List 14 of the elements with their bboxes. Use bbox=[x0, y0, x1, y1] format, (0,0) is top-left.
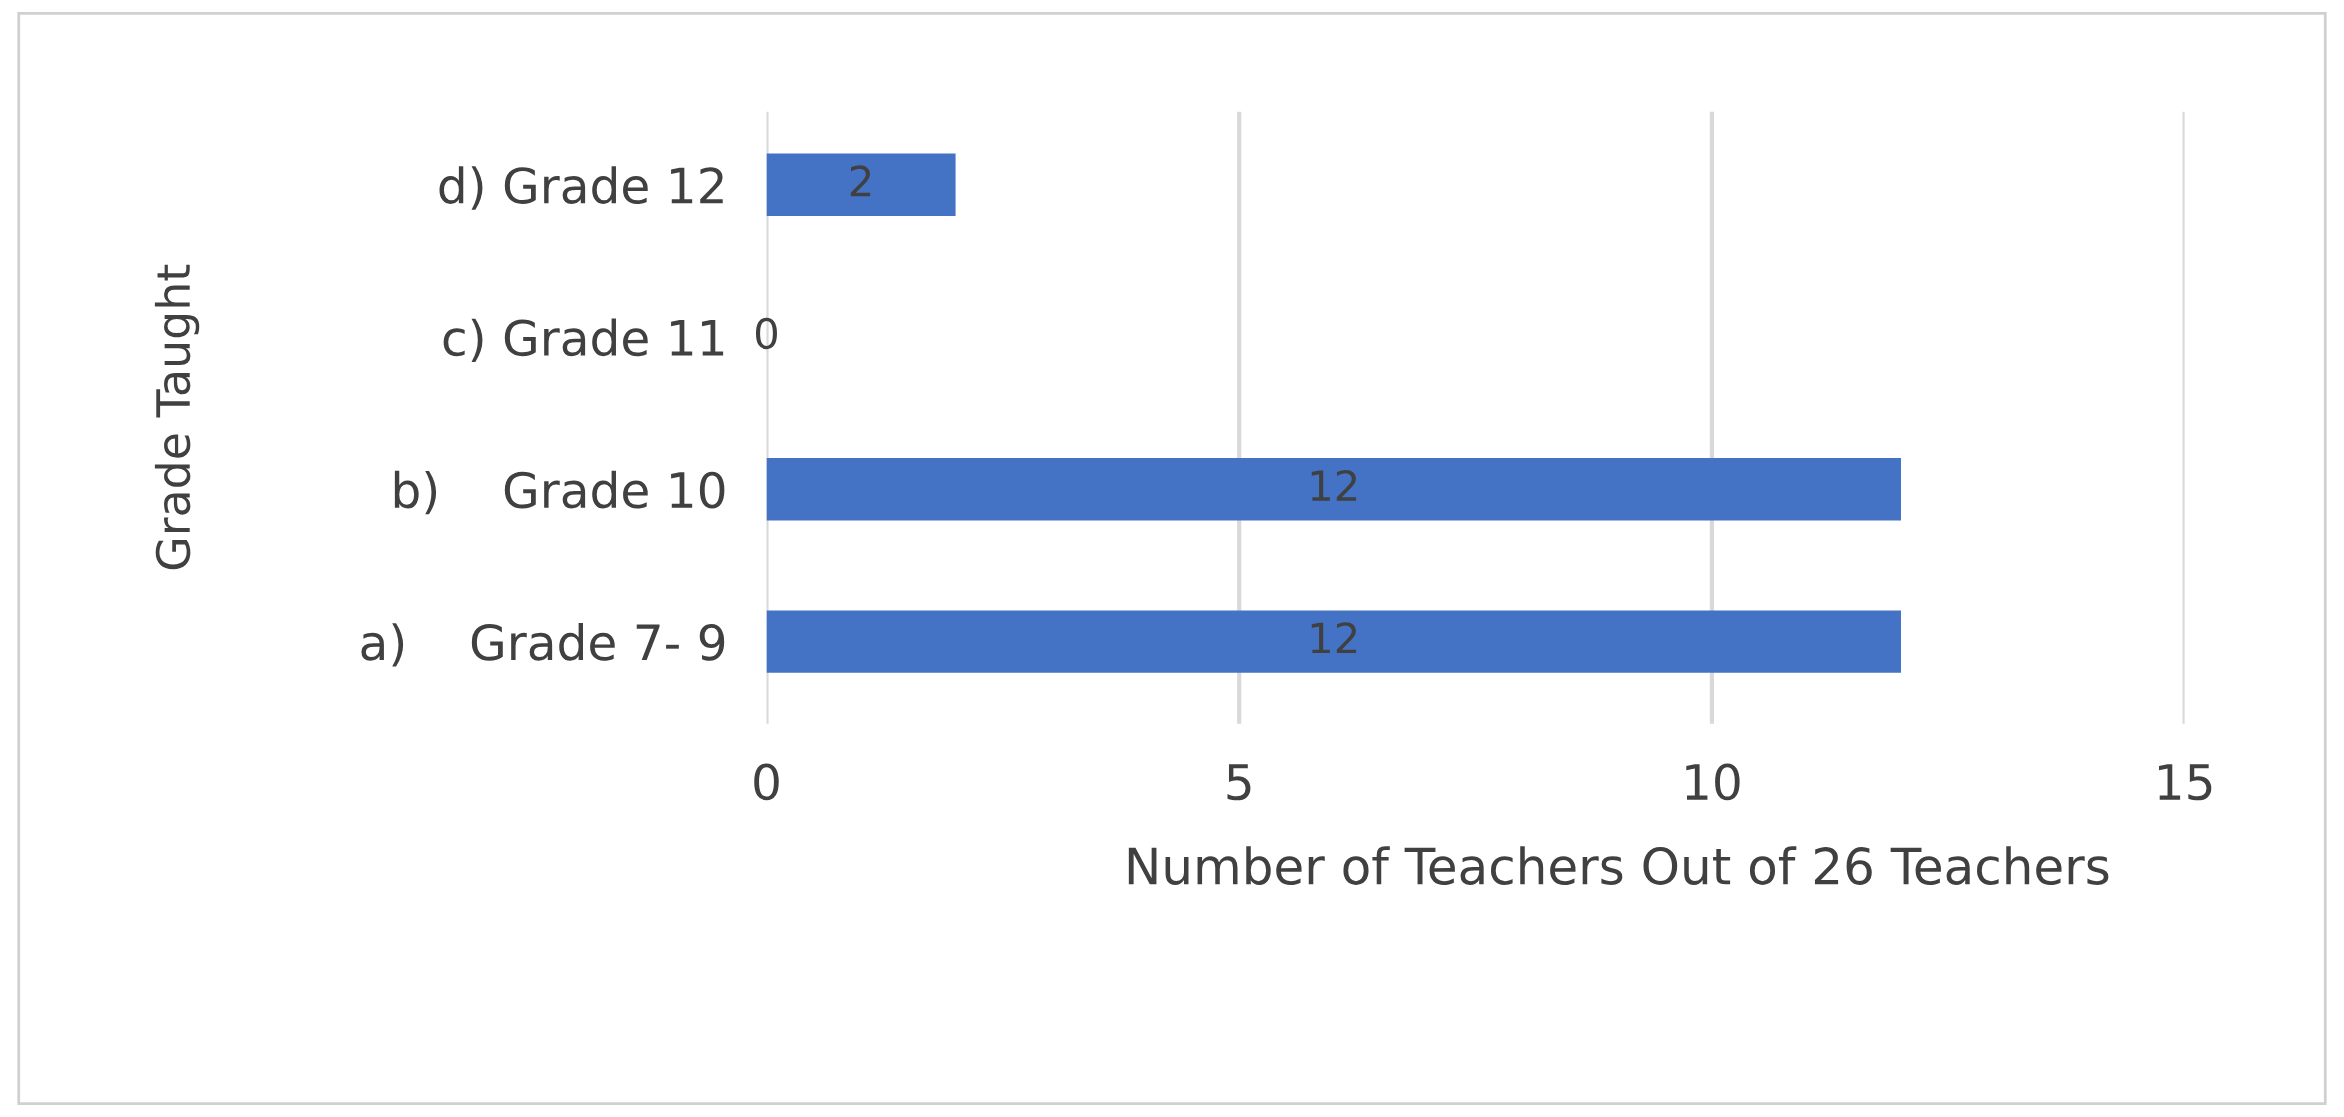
y-tick-label: d) Grade 12 bbox=[439, 166, 723, 210]
x-axis-title: Number of Teachers Out of 26 Teachers bbox=[1128, 846, 2109, 885]
y-axis-title: Grade Taught bbox=[154, 264, 200, 570]
x-tick-label: 10 bbox=[1686, 763, 1740, 801]
y-tick-label: b) Grade 10 bbox=[394, 470, 725, 515]
x-tick-label: 15 bbox=[2159, 764, 2212, 801]
data-label: 12 bbox=[1311, 469, 1357, 501]
y-tick-label: a) Grade 7- 9 bbox=[361, 623, 725, 667]
data-label: 0 bbox=[755, 317, 777, 350]
data-label: 2 bbox=[850, 165, 871, 197]
x-tick-label: 0 bbox=[754, 763, 779, 801]
x-tick-label: 5 bbox=[1227, 764, 1251, 801]
data-label: 12 bbox=[1311, 622, 1357, 654]
y-tick-label: c) Grade 11 bbox=[443, 318, 724, 362]
